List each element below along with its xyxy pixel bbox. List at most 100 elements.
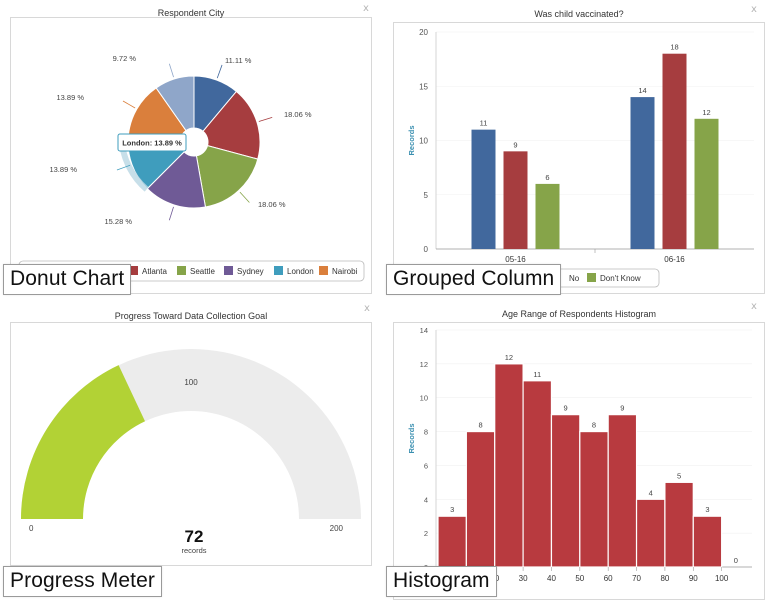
y-tick-label: 4 bbox=[424, 495, 428, 504]
donut-legend-label: Nairobi bbox=[332, 267, 358, 276]
x-tick-label: 30 bbox=[519, 574, 528, 583]
donut-legend-swatch bbox=[319, 266, 328, 275]
bar[interactable] bbox=[694, 118, 719, 249]
bar-data-label: 8 bbox=[592, 421, 596, 430]
y-tick-label: 20 bbox=[419, 28, 428, 37]
donut-data-label: 18.06 % bbox=[284, 110, 312, 119]
caption-progress-meter: Progress Meter bbox=[3, 566, 162, 597]
bar-data-label: 11 bbox=[480, 119, 488, 128]
bar[interactable] bbox=[662, 53, 687, 250]
gauge-fill bbox=[21, 365, 146, 519]
histogram-bar[interactable] bbox=[522, 380, 553, 568]
donut-data-label: 13.89 % bbox=[49, 165, 77, 174]
donut-leader-line bbox=[258, 116, 273, 122]
donut-data-label: 11.11 % bbox=[225, 56, 252, 65]
x-tick-label: 80 bbox=[660, 574, 669, 583]
donut-legend-item[interactable]: Seattle bbox=[177, 266, 215, 276]
donut-leader-line bbox=[239, 191, 250, 203]
grouped-legend-label: Don't Know bbox=[600, 274, 641, 283]
x-tick-label: 60 bbox=[604, 574, 613, 583]
donut-leader-line bbox=[116, 164, 131, 171]
meter-close-icon[interactable]: x bbox=[364, 303, 370, 314]
caption-grouped-column: Grouped Column bbox=[386, 264, 562, 295]
x-tick-label: 50 bbox=[575, 574, 584, 583]
donut-legend-item[interactable]: London bbox=[274, 266, 314, 276]
donut-slice[interactable] bbox=[155, 75, 195, 132]
histogram-bar[interactable] bbox=[635, 498, 666, 568]
bar-data-label: 3 bbox=[705, 505, 709, 514]
y-tick-label: 2 bbox=[424, 529, 428, 538]
y-tick-label: 10 bbox=[420, 394, 428, 403]
caption-donut-chart: Donut Chart bbox=[3, 264, 132, 295]
donut-slice[interactable] bbox=[202, 90, 261, 160]
y-tick-label: 15 bbox=[419, 82, 428, 91]
donut-close-icon[interactable]: x bbox=[363, 3, 369, 14]
donut-data-label: 13.89 % bbox=[56, 93, 84, 102]
grouped-legend-label: No bbox=[569, 274, 580, 283]
bar-data-label: 14 bbox=[638, 86, 646, 95]
histogram-bar[interactable] bbox=[465, 430, 496, 568]
y-tick-label: 14 bbox=[420, 326, 428, 335]
histogram-bar[interactable] bbox=[692, 515, 723, 568]
bar[interactable] bbox=[630, 97, 655, 249]
grouped-close-icon[interactable]: x bbox=[751, 4, 757, 15]
bar-data-label: 11 bbox=[533, 370, 541, 379]
bar-data-label: 3 bbox=[450, 505, 454, 514]
donut-legend-item[interactable]: Sydney bbox=[224, 266, 264, 276]
y-tick-label: 8 bbox=[424, 428, 428, 437]
histogram-panel: Age Range of Respondents Histogram 0 2 4 6 8… bbox=[393, 309, 766, 601]
bar-data-label: 5 bbox=[677, 471, 681, 480]
histogram-chart[interactable]: 02468101214Records3812119894530203040506… bbox=[394, 323, 766, 601]
bar-data-label: 4 bbox=[649, 488, 653, 497]
histogram-bar[interactable] bbox=[550, 414, 581, 568]
bar-data-label: 12 bbox=[505, 353, 513, 362]
y-tick-label: 12 bbox=[420, 360, 428, 369]
grouped-legend: No Don't Know bbox=[543, 268, 660, 288]
bar-data-label: 18 bbox=[670, 43, 678, 52]
donut-leader-line bbox=[216, 64, 223, 79]
y-axis-title: Records bbox=[407, 125, 416, 155]
caption-histogram: Histogram bbox=[386, 566, 497, 597]
donut-slice[interactable] bbox=[146, 151, 207, 209]
donut-leader-line bbox=[168, 63, 174, 78]
donut-legend-swatch bbox=[274, 266, 283, 275]
bar-data-label: 9 bbox=[564, 404, 568, 413]
donut-legend-label: London bbox=[287, 267, 314, 276]
bar[interactable] bbox=[535, 183, 560, 249]
donut-tooltip: London: 13.89 % bbox=[117, 133, 187, 152]
histogram-bar[interactable] bbox=[607, 414, 638, 568]
histogram-bar[interactable] bbox=[437, 515, 467, 568]
donut-slice[interactable] bbox=[195, 145, 259, 208]
donut-chart-panel: Respondent City 11.11 % 18.06 % 18.06 % 15.… bbox=[10, 8, 373, 295]
gauge-unit: records bbox=[181, 546, 206, 555]
bar-data-label: 0 bbox=[734, 556, 738, 565]
y-tick-label: 5 bbox=[424, 191, 429, 200]
histogram-bar[interactable] bbox=[664, 481, 694, 568]
y-tick-label: 0 bbox=[424, 245, 429, 254]
donut-legend-label: Seattle bbox=[190, 267, 215, 276]
histogram-close-icon[interactable]: x bbox=[751, 301, 757, 312]
donut-legend-item[interactable]: Nairobi bbox=[319, 266, 358, 276]
donut-tooltip-text: London: 13.89 % bbox=[122, 139, 182, 148]
bar[interactable] bbox=[503, 151, 528, 249]
bar-data-label: 9 bbox=[620, 404, 624, 413]
donut-chart[interactable]: 11.11 % 18.06 % 18.06 % 15.28 % 13.89 % 13.89… bbox=[11, 18, 373, 295]
histogram-bar[interactable] bbox=[494, 363, 524, 568]
progress-meter-panel: Progress Toward Data Collection Goal 0 20… bbox=[10, 311, 373, 567]
x-tick-label: 40 bbox=[547, 574, 556, 583]
donut-legend-item[interactable]: Atlanta bbox=[129, 266, 167, 276]
donut-legend-label: Atlanta bbox=[142, 267, 167, 276]
donut-leader-line bbox=[122, 100, 136, 109]
bar-data-label: 12 bbox=[702, 108, 710, 117]
bar[interactable] bbox=[471, 129, 496, 249]
grouped-column-panel: Was child vaccinated? 0 5 10 15 20 Records 11 9… bbox=[393, 9, 766, 295]
grouped-column-chart[interactable]: 0 5 10 15 20 Records 11 9 6 05-16 14 18 12 06-16 No Don… bbox=[394, 23, 766, 295]
bar-data-label: 9 bbox=[513, 140, 517, 149]
histogram-bar[interactable] bbox=[579, 430, 609, 568]
donut-chart-title: Respondent City bbox=[157, 8, 225, 18]
grouped-column-title: Was child vaccinated? bbox=[534, 9, 624, 19]
donut-data-label: 9.72 % bbox=[113, 54, 137, 63]
donut-legend-swatch bbox=[224, 266, 233, 275]
bar-data-label: 6 bbox=[545, 173, 549, 182]
